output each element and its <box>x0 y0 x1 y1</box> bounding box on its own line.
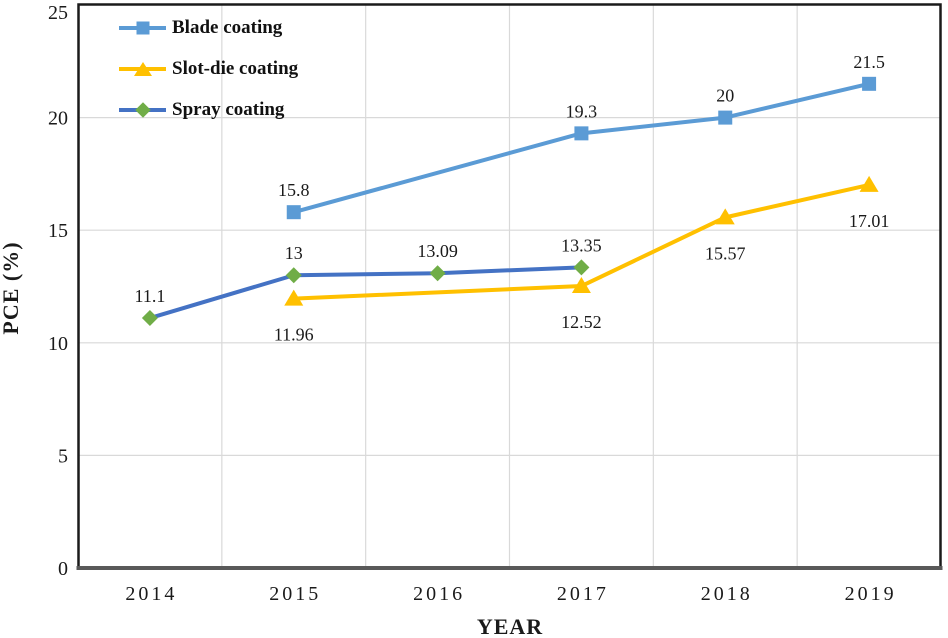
triangle-marker-icon <box>133 61 152 76</box>
y-tick-20: 20 <box>48 108 68 130</box>
diamond-marker-icon <box>134 101 151 118</box>
legend-item-blade-coating: Blade coating <box>119 7 298 48</box>
x-axis-title: YEAR <box>477 614 543 638</box>
marker-slot-die-coating-2019 <box>859 175 879 192</box>
series-line-blade-coating <box>291 81 872 215</box>
data-label-blade-coating-2015: 15.8 <box>278 180 310 200</box>
data-label-blade-coating-2017: 19.3 <box>566 101 598 121</box>
marker-spray-coating-2014 <box>141 310 158 327</box>
marker-spray-coating-2015 <box>285 267 302 284</box>
data-label-slot-die-coating-2015: 11.96 <box>274 325 314 345</box>
legend-item-slot-die-coating: Slot-die coating <box>119 48 298 89</box>
legend-label-blade-coating: Blade coating <box>172 16 283 38</box>
marker-blade-coating-2018 <box>718 110 733 125</box>
marker-slot-die-coating-2017 <box>571 277 591 294</box>
data-label-slot-die-coating-2018: 15.57 <box>705 243 746 263</box>
data-label-spray-coating-2016: 13.09 <box>417 241 458 261</box>
x-tick-2017: 2017 <box>557 583 609 605</box>
marker-spray-coating-2017 <box>573 259 590 276</box>
legend-label-slot-die-coating: Slot-die coating <box>172 57 299 79</box>
data-label-blade-coating-2019: 21.5 <box>853 52 885 72</box>
data-label-spray-coating-2014: 11.1 <box>134 286 165 306</box>
data-label-slot-die-coating-2017: 12.52 <box>561 312 602 332</box>
marker-blade-coating-2017 <box>574 126 589 141</box>
y-tick-0: 0 <box>58 558 68 580</box>
y-axis-title: PCE (%) <box>0 241 23 334</box>
data-label-spray-coating-2017: 13.35 <box>561 235 602 255</box>
legend-swatch-slot-die <box>119 60 166 78</box>
y-tick-15: 15 <box>48 220 68 242</box>
marker-spray-coating-2016 <box>429 265 446 282</box>
y-tick-25: 25 <box>48 2 68 24</box>
marker-blade-coating-2015 <box>286 205 301 220</box>
legend-label-spray-coating: Spray coating <box>172 98 285 120</box>
data-label-blade-coating-2018: 20 <box>716 86 734 106</box>
series-line-spray-coating <box>147 265 584 321</box>
x-tick-2019: 2019 <box>845 583 897 605</box>
data-label-spray-coating-2015: 13 <box>285 243 303 263</box>
legend-item-spray-coating: Spray coating <box>119 89 298 130</box>
legend: Blade coating Slot-die coating Spray coa… <box>119 7 298 130</box>
x-tick-2015: 2015 <box>269 583 321 605</box>
x-tick-2016: 2016 <box>413 583 465 605</box>
y-tick-5: 5 <box>58 445 68 467</box>
marker-slot-die-coating-2015 <box>284 289 304 306</box>
square-marker-icon <box>136 21 149 34</box>
marker-blade-coating-2019 <box>862 76 877 91</box>
marker-slot-die-coating-2018 <box>715 208 735 225</box>
x-tick-2014: 2014 <box>125 583 177 605</box>
legend-swatch-spray <box>119 101 166 119</box>
x-tick-2018: 2018 <box>701 583 753 605</box>
data-label-slot-die-coating-2019: 17.01 <box>849 211 890 231</box>
series-line-slot-die-coating <box>291 182 872 301</box>
y-tick-10: 10 <box>48 333 68 355</box>
legend-swatch-blade <box>119 19 166 37</box>
